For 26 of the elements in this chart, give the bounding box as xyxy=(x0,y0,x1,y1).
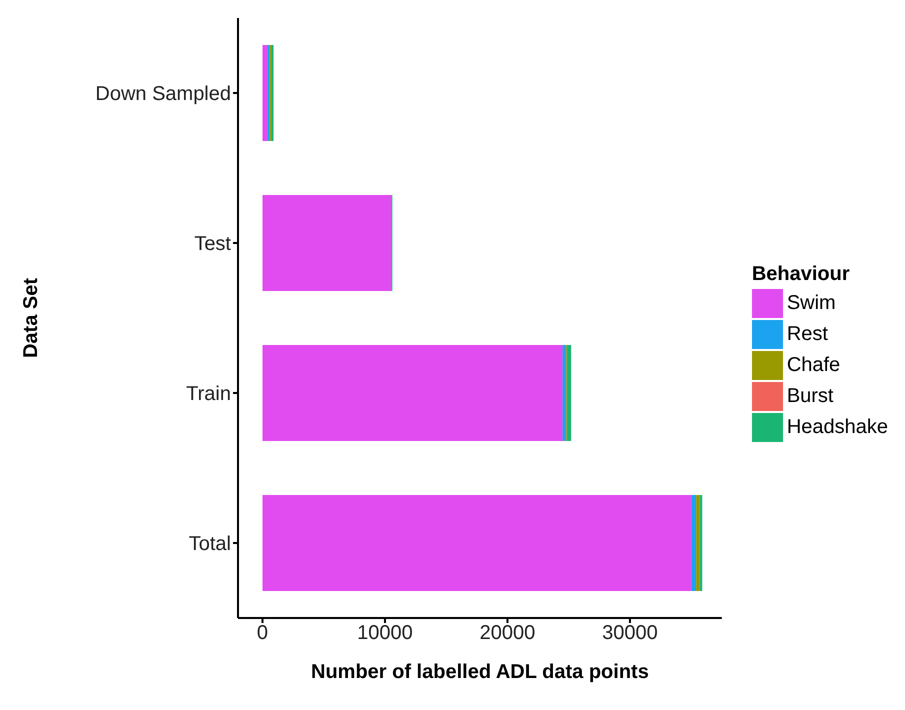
x-tick-label: 30000 xyxy=(602,622,658,644)
x-tick-label: 20000 xyxy=(480,622,536,644)
x-axis-title: Number of labelled ADL data points xyxy=(311,661,649,683)
legend-label: Rest xyxy=(786,323,828,346)
legend-label: Swim xyxy=(786,292,836,315)
y-tick-label: Total xyxy=(188,533,231,556)
y-tick-label: Train xyxy=(186,383,231,406)
legend-label: Burst xyxy=(786,385,834,408)
x-tick-label: 10000 xyxy=(357,622,413,644)
bar xyxy=(271,45,274,141)
y-tick-label: Down Sampled xyxy=(95,83,231,106)
bar xyxy=(696,495,700,591)
y-tick-label: Test xyxy=(194,233,232,256)
legend-title: Behaviour xyxy=(752,263,851,286)
bar xyxy=(267,45,270,141)
legend-label: Headshake xyxy=(786,416,888,439)
bar xyxy=(262,45,268,141)
bar xyxy=(262,345,563,441)
bar xyxy=(562,345,566,441)
legend-label: Chafe xyxy=(786,354,840,377)
y-axis-title: Data Set xyxy=(20,278,42,358)
bar xyxy=(262,195,392,291)
bar xyxy=(567,345,572,441)
bar xyxy=(262,495,692,591)
bar xyxy=(691,495,696,591)
x-tick-label: 0 xyxy=(256,622,268,644)
